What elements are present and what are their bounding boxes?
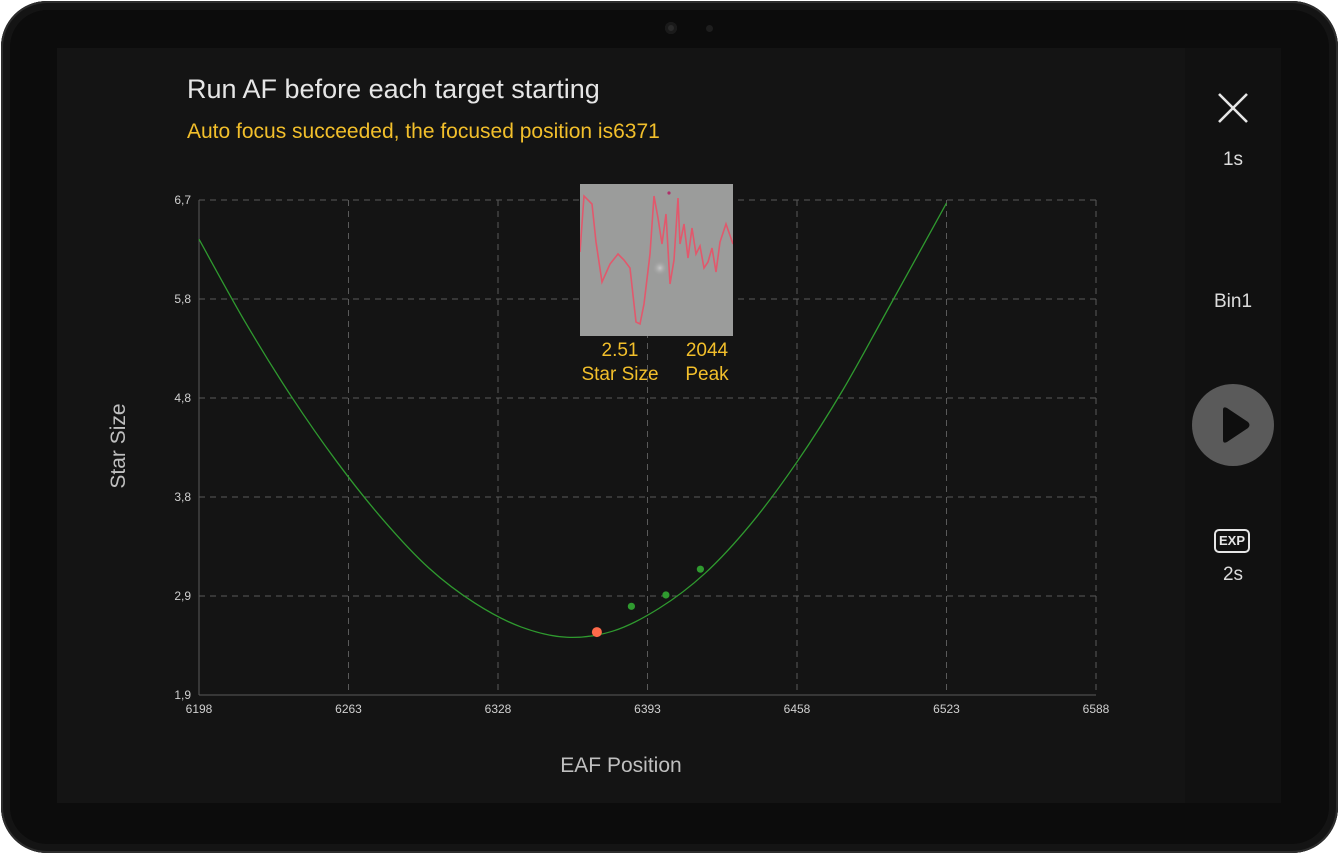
exposure-icon[interactable]: EXP [1214, 529, 1250, 553]
star-preview-image [580, 184, 733, 336]
x-tick-label: 6523 [933, 702, 960, 716]
y-tick-label: 5,8 [174, 292, 191, 306]
x-axis-label: EAF Position [560, 754, 681, 777]
data-point [627, 602, 636, 610]
page-title: Run AF before each target starting [187, 74, 600, 104]
star-size-value: 2.51 [601, 340, 639, 361]
y-tick-label: 4,8 [174, 391, 191, 405]
y-tick-label: 6,7 [174, 193, 191, 207]
light-sensor [706, 25, 713, 32]
x-tick-label: 6393 [634, 702, 661, 716]
y-tick-label: 2,9 [174, 589, 191, 603]
fit-curve [198, 202, 948, 639]
y-tick-label: 1,9 [174, 688, 191, 702]
close-icon [1218, 93, 1248, 123]
camera-lens [665, 22, 677, 34]
data-point [696, 565, 705, 573]
x-tick-label: 6328 [485, 702, 512, 716]
close-button[interactable] [1213, 88, 1253, 128]
x-tick-label: 6458 [784, 702, 811, 716]
focus-chart: 6198 6263 6328 6393 6458 6523 6588 1,9 2,9 3,8 4,8… [107, 193, 1110, 777]
play-button[interactable] [1192, 384, 1274, 466]
focus-point [591, 627, 602, 638]
bin-button[interactable]: Bin1 [1213, 291, 1253, 312]
peak-label: Peak [685, 364, 729, 385]
data-point [662, 591, 670, 599]
x-tick-label: 6198 [186, 702, 213, 716]
peak-value: 2044 [685, 340, 729, 361]
y-tick-label: 3,8 [174, 490, 191, 504]
star-size-label: Star Size [581, 364, 659, 385]
x-tick-label: 6263 [335, 702, 362, 716]
status-message: Auto focus succeeded, the focused positi… [187, 120, 660, 143]
play-icon [1223, 407, 1250, 443]
top-exposure-label: 1s [1222, 149, 1244, 170]
x-tick-label: 6588 [1083, 702, 1110, 716]
exposure-value[interactable]: 2s [1222, 564, 1244, 585]
y-axis-label: Star Size [107, 403, 130, 488]
star-profile-graph [580, 184, 733, 336]
screen: Run AF before each target starting Auto … [57, 48, 1281, 803]
